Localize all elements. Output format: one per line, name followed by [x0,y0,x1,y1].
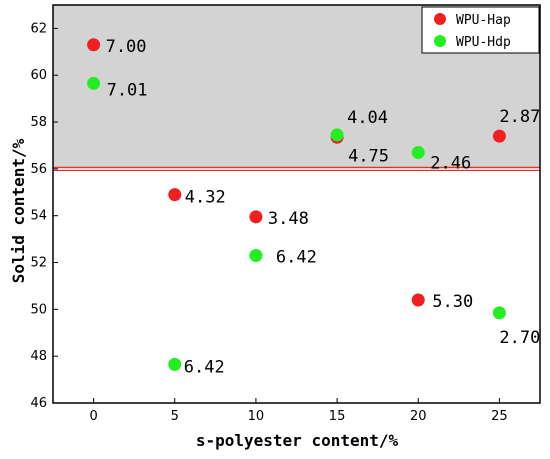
y-tick-label: 58 [30,115,47,130]
data-point-wpu-hdp [411,145,425,159]
y-tick-label: 52 [30,256,47,271]
legend: WPU-Hap WPU-Hdp [421,6,540,54]
x-tick-label: 0 [89,409,97,424]
legend-marker-hdp [434,35,446,47]
data-label: 6.42 [276,248,317,268]
data-point-wpu-hdp [168,357,182,371]
data-label: 3.48 [268,209,309,229]
data-label: 2.46 [430,153,471,173]
data-label: 7.00 [106,37,147,57]
data-labels: 7.00 4.32 3.48 4.75 5.30 2.87 7.01 6.42 6.42 4.04… [106,37,541,378]
y-tick-label: 50 [30,302,47,317]
data-point-wpu-hdp [492,306,506,320]
x-axis-title: s-polyester content/% [196,431,399,450]
x-tick-label: 10 [248,409,265,424]
data-label: 7.01 [107,80,148,100]
data-point-wpu-hap [411,293,425,307]
plot-frame [52,4,541,404]
y-tick-label: 46 [30,396,47,411]
y-tick-label: 56 [30,162,47,177]
data-point-wpu-hdp [87,76,101,90]
data-label: 4.75 [348,146,389,166]
y-tick-label: 54 [30,209,47,224]
legend-label-hdp: WPU-Hdp [456,35,511,50]
data-label: 2.70 [499,328,540,348]
axis-ticks: 0 5 10 15 20 25 46 48 50 52 54 56 58 60 62 [30,21,507,424]
x-tick-label: 20 [410,409,427,424]
data-label: 5.30 [432,292,473,312]
y-tick-label: 48 [30,349,47,364]
data-point-wpu-hap [87,38,101,52]
y-tick-label: 60 [30,68,47,83]
data-points [87,38,506,371]
data-point-wpu-hap [249,210,263,224]
data-label: 4.32 [185,188,226,208]
y-tick-label: 62 [30,21,47,36]
data-point-wpu-hap [168,188,182,202]
x-tick-label: 5 [171,409,179,424]
legend-label-hap: WPU-Hap [456,13,511,28]
data-label: 4.04 [347,108,388,128]
data-point-wpu-hap [492,129,506,143]
x-tick-label: 25 [491,409,508,424]
data-label: 2.87 [499,107,540,127]
y-axis-title: Solid content/% [9,138,28,283]
data-point-wpu-hdp [330,128,344,142]
data-label: 6.42 [184,357,225,377]
x-tick-label: 15 [329,409,346,424]
legend-marker-hap [434,13,446,25]
data-point-wpu-hdp [249,249,263,263]
